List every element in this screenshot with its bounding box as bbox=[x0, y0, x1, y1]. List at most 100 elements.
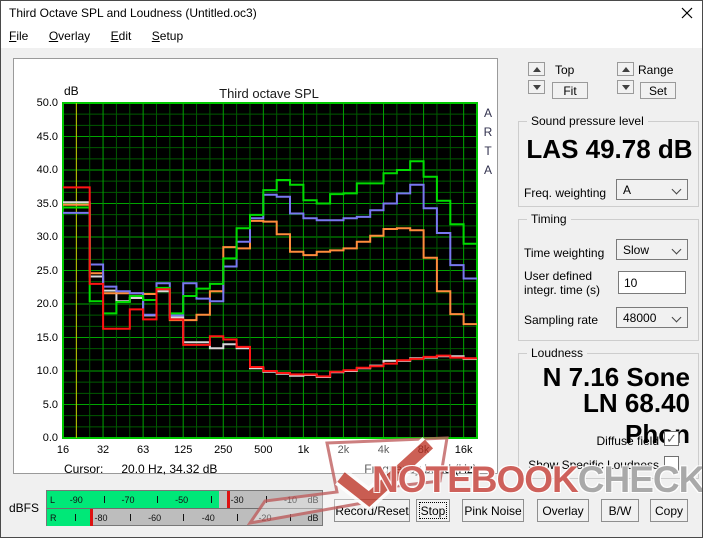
scale-tick bbox=[266, 496, 268, 503]
y-tick-label: 0.0 bbox=[42, 432, 58, 444]
phon-value: LN 68.40 Phon bbox=[583, 388, 690, 449]
timing-group-title: Timing bbox=[527, 212, 571, 226]
range-label: Range bbox=[638, 63, 674, 77]
dbfs-label: dBFS bbox=[9, 501, 40, 515]
fit-button[interactable]: Fit bbox=[552, 82, 588, 99]
y-unit-label: dB bbox=[64, 84, 79, 98]
copy-button[interactable]: Copy bbox=[650, 499, 688, 522]
diffuse-field-label: Diffuse field bbox=[596, 434, 659, 448]
scale-tick bbox=[290, 514, 292, 521]
record-reset-button[interactable]: Record/Reset bbox=[334, 499, 410, 522]
close-button[interactable] bbox=[680, 6, 694, 20]
chart-title: Third octave SPL bbox=[219, 86, 319, 101]
scale-label: -90 bbox=[69, 495, 83, 505]
spl-group: Sound pressure level LAS 49.78 dB Freq. … bbox=[518, 114, 699, 207]
integr-time-label-1: User defined bbox=[524, 269, 593, 283]
menu-setup[interactable]: Setup bbox=[151, 29, 184, 43]
unit-label: dB bbox=[307, 495, 319, 505]
scale-tick bbox=[104, 496, 106, 503]
y-tick-label: 40.0 bbox=[36, 164, 58, 176]
show-specific-loudness-checkbox[interactable] bbox=[664, 456, 679, 471]
sampling-rate-label: Sampling rate bbox=[524, 313, 599, 327]
bw-button[interactable]: B/W bbox=[601, 499, 639, 522]
peak-indicator bbox=[90, 509, 94, 526]
x-tick-label: 500 bbox=[254, 444, 273, 456]
menu-file[interactable]: File bbox=[9, 29, 29, 43]
top-label: Top bbox=[555, 63, 575, 77]
y-tick-label: 50.0 bbox=[36, 97, 58, 109]
up-arrow-icon bbox=[533, 67, 541, 72]
close-icon bbox=[681, 7, 693, 19]
menu-overlay[interactable]: Overlay bbox=[48, 29, 91, 43]
y-tick-label: 15.0 bbox=[36, 331, 58, 344]
y-tick-label: 25.0 bbox=[36, 264, 58, 277]
series-red bbox=[63, 186, 477, 378]
loudness-group: Loudness N 7.16 Sone LN 68.40 Phon Diffu… bbox=[518, 346, 699, 479]
freq-weighting-value: A bbox=[623, 183, 632, 197]
scale-label: -80 bbox=[94, 513, 108, 523]
y-tick-label: 10.0 bbox=[36, 365, 58, 377]
scale-label: -20 bbox=[258, 513, 272, 523]
scale-label: -10 bbox=[284, 495, 298, 505]
time-weighting-label: Time weighting bbox=[524, 246, 605, 260]
chevron-down-icon bbox=[671, 184, 682, 195]
title-bar: Third Octave SPL and Loudness (Untitled.… bbox=[1, 1, 702, 25]
unit-label: dB bbox=[307, 513, 319, 523]
top-spin-down[interactable] bbox=[528, 80, 545, 94]
up-arrow-icon bbox=[622, 67, 630, 72]
menu-bar: File Overlay Edit Setup bbox=[1, 25, 702, 48]
menu-edit[interactable]: Edit bbox=[110, 29, 132, 43]
set-button[interactable]: Set bbox=[640, 82, 676, 99]
spl-value: LAS 49.78 dB bbox=[526, 134, 693, 164]
channel-label: R bbox=[50, 513, 57, 523]
show-specific-loudness-label: Show Specific Loudness bbox=[528, 458, 659, 472]
range-spin-down[interactable] bbox=[617, 80, 634, 94]
x-tick-label: 63 bbox=[137, 444, 150, 456]
scale-label: -40 bbox=[201, 513, 215, 523]
overlay-button[interactable]: Overlay bbox=[537, 499, 589, 522]
integr-time-input[interactable] bbox=[618, 271, 686, 294]
spl-group-title: Sound pressure level bbox=[527, 114, 648, 128]
meter-row-r: R -80 -60 -40 -20 dB bbox=[47, 509, 322, 526]
sampling-rate-select[interactable]: 48000 bbox=[616, 307, 688, 328]
scale-label: -60 bbox=[148, 513, 162, 523]
freq-weighting-select[interactable]: A bbox=[616, 179, 688, 200]
range-spin-up[interactable] bbox=[617, 62, 634, 76]
stop-button[interactable]: Stop bbox=[416, 499, 450, 522]
chart-panel[interactable]: dB Third octave SPL Cursor: 20.0 Hz, 34.3… bbox=[13, 58, 498, 476]
pink-noise-button[interactable]: Pink Noise bbox=[462, 499, 524, 522]
time-weighting-value: Slow bbox=[623, 243, 650, 257]
sampling-rate-value: 48000 bbox=[623, 311, 657, 325]
scale-tick bbox=[130, 514, 132, 521]
scale-tick bbox=[236, 514, 238, 521]
x-tick-label: 32 bbox=[96, 444, 110, 456]
series-green bbox=[63, 160, 477, 315]
scale-tick bbox=[210, 496, 212, 503]
time-weighting-select[interactable]: Slow bbox=[616, 239, 688, 260]
scale-tick bbox=[74, 514, 76, 521]
x-tick-label: 250 bbox=[214, 444, 233, 456]
x-tick-label: 1k bbox=[297, 444, 310, 456]
diffuse-field-checkbox[interactable]: ✓ bbox=[664, 431, 679, 446]
cursor-readout: Cursor: 20.0 Hz, 34.32 dB bbox=[64, 462, 218, 476]
freq-weighting-label: Freq. weighting bbox=[524, 186, 607, 200]
y-tick-label: 45.0 bbox=[36, 130, 58, 143]
down-arrow-icon bbox=[533, 85, 541, 90]
top-spin-up[interactable] bbox=[528, 62, 545, 76]
x-tick-label: 16k bbox=[454, 444, 473, 456]
spl-plot[interactable] bbox=[14, 59, 497, 473]
scale-label: -50 bbox=[175, 495, 189, 505]
x-tick-label: 2k bbox=[337, 444, 350, 456]
integr-time-label-2: integr. time (s) bbox=[524, 283, 601, 297]
series-orange bbox=[63, 203, 477, 326]
x-tick-label: 16 bbox=[56, 444, 70, 456]
scale-tick bbox=[157, 496, 159, 503]
peak-indicator bbox=[227, 491, 231, 508]
meter-row-l: L -90 -70 -50 -30 -10 dB bbox=[47, 491, 322, 508]
cursor-value: 20.0 Hz, 34.32 dB bbox=[121, 462, 218, 476]
channel-label: L bbox=[50, 495, 56, 505]
series-blue bbox=[63, 183, 477, 317]
sone-value: N 7.16 Sone bbox=[542, 362, 690, 392]
timing-group: Timing Time weighting Slow User defined … bbox=[518, 212, 699, 341]
